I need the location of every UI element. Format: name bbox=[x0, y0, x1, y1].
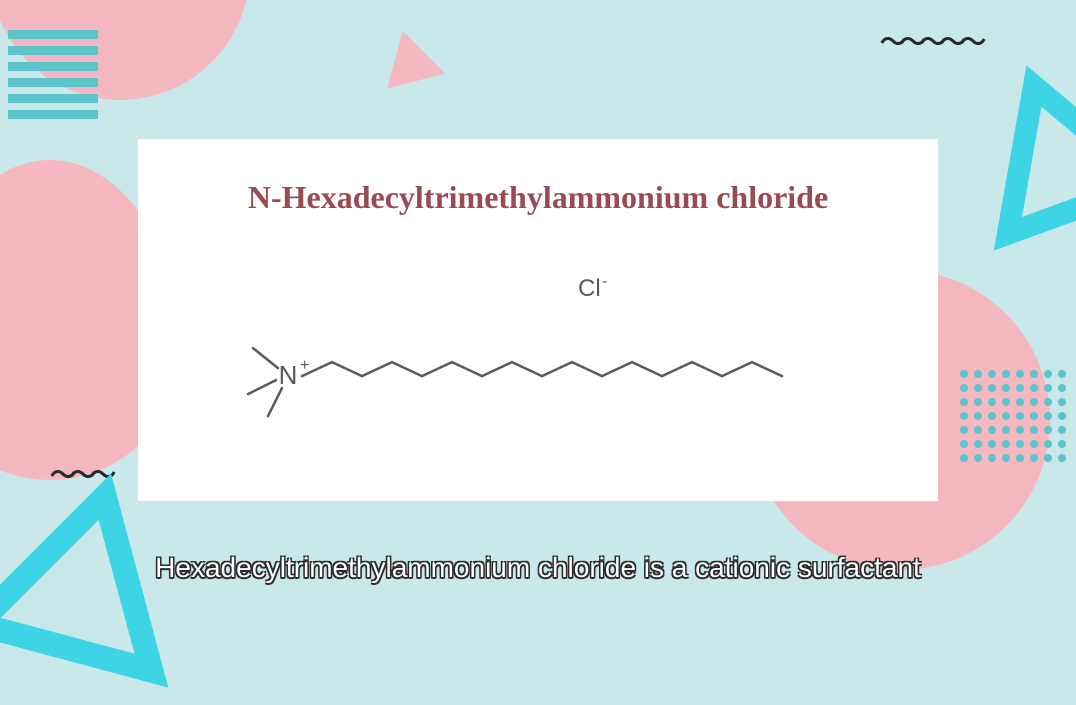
dots-decoration bbox=[960, 370, 1072, 468]
triangle-outline-right bbox=[935, 32, 1076, 266]
chemical-structure: Cl- N+ bbox=[188, 266, 888, 441]
stripes-decoration bbox=[8, 30, 98, 126]
svg-text:-: - bbox=[602, 273, 607, 290]
svg-text:+: + bbox=[300, 357, 309, 374]
svg-text:N: N bbox=[279, 360, 298, 390]
svg-text:Cl: Cl bbox=[578, 275, 601, 302]
triangle-center-top bbox=[374, 23, 447, 94]
caption-text: Hexadecyltrimethylammonium chloride is a… bbox=[155, 552, 921, 584]
compound-title: N-Hexadecyltrimethylammonium chloride bbox=[188, 179, 888, 216]
content-card: N-Hexadecyltrimethylammonium chloride Cl… bbox=[138, 139, 938, 501]
zigzag-top-right: ～～～～～ bbox=[880, 22, 980, 59]
